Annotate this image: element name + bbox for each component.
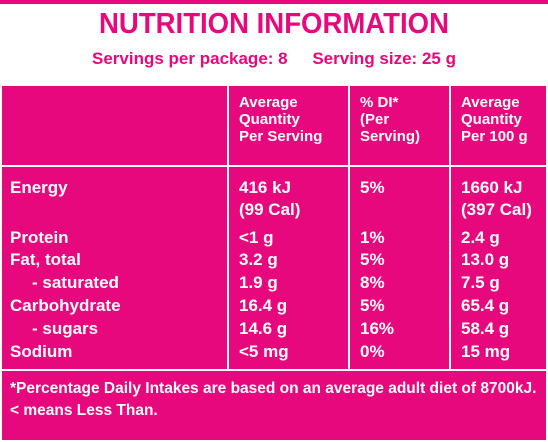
row-label: Protein bbox=[10, 228, 69, 247]
column-divider bbox=[227, 86, 229, 369]
row-per-100g: 7.5 g bbox=[461, 273, 500, 292]
row-per-serving: 16.4 g bbox=[239, 296, 288, 315]
row-per-serving: <1 g bbox=[239, 228, 274, 247]
row-per-100g: 13.0 g bbox=[461, 250, 510, 269]
row-per-serving: 416 kJ bbox=[239, 178, 291, 197]
row-per-100g: 1660 kJ bbox=[461, 178, 523, 197]
page-title: NUTRITION INFORMATION bbox=[99, 8, 449, 40]
footnote-di: *Percentage Daily Intakes are based on a… bbox=[10, 380, 537, 397]
serving-size: Serving size: 25 g bbox=[312, 49, 456, 68]
row-per-100g: 65.4 g bbox=[461, 296, 510, 315]
row-per-100g: 2.4 g bbox=[461, 228, 500, 247]
footnotes: *Percentage Daily Intakes are based on a… bbox=[10, 378, 540, 422]
column-divider bbox=[348, 86, 350, 369]
row-di: 5% bbox=[360, 178, 385, 197]
footer-divider bbox=[2, 369, 546, 371]
row-di: 0% bbox=[360, 342, 385, 361]
row-per-serving: 1.9 g bbox=[239, 273, 278, 292]
footnote-less-than: < means Less Than. bbox=[10, 402, 158, 419]
row-label: - sugars bbox=[32, 319, 99, 338]
row-di: 16% bbox=[360, 319, 395, 338]
row-label: Fat, total bbox=[10, 250, 81, 269]
row-label: Energy bbox=[10, 178, 68, 197]
header-avg-serving: Average Quantity Per Serving bbox=[239, 94, 323, 145]
row-di: 5% bbox=[360, 250, 385, 269]
row-di: 8% bbox=[360, 273, 385, 292]
row-label: Carbohydrate bbox=[10, 296, 121, 315]
row-per-100g: 58.4 g bbox=[461, 319, 510, 338]
row-per-serving: 3.2 g bbox=[239, 250, 278, 269]
row-per-serving: (99 Cal) bbox=[239, 200, 301, 219]
row-per-100g: (397 Cal) bbox=[461, 200, 532, 219]
column-divider bbox=[449, 86, 451, 369]
row-di: 1% bbox=[360, 228, 385, 247]
row-per-100g: 15 mg bbox=[461, 342, 511, 361]
row-label: Sodium bbox=[10, 342, 73, 361]
nutrition-table: Average Quantity Per Serving % DI* (Per … bbox=[2, 86, 546, 440]
servings-info: Servings per package: 8 Serving size: 25… bbox=[0, 49, 548, 69]
header-avg-100g: Average Quantity Per 100 g bbox=[461, 94, 528, 145]
row-per-serving: 14.6 g bbox=[239, 319, 288, 338]
row-per-serving: <5 mg bbox=[239, 342, 289, 361]
top-accent-strip bbox=[0, 0, 548, 4]
header-di: % DI* (Per Serving) bbox=[360, 94, 421, 145]
servings-per-package: Servings per package: 8 bbox=[92, 49, 288, 68]
row-di: 5% bbox=[360, 296, 385, 315]
header-divider bbox=[2, 165, 546, 167]
row-label: - saturated bbox=[32, 273, 119, 292]
